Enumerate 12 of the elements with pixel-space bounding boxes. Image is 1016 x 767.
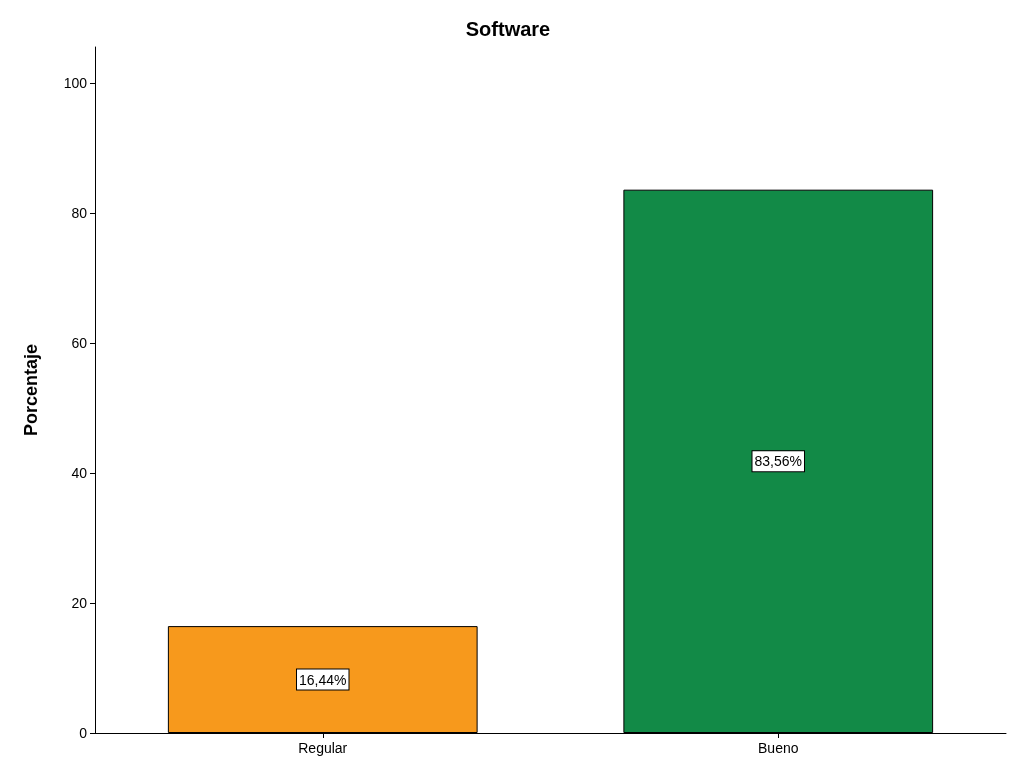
data-label: 16,44% xyxy=(299,671,347,688)
x-tick-label: Bueno xyxy=(758,740,799,756)
data-label: 83,56% xyxy=(754,453,802,470)
x-tick-label: Regular xyxy=(298,740,348,756)
y-axis-title: Porcentaje xyxy=(21,343,41,437)
y-tick-label: 0 xyxy=(79,725,88,741)
y-tick-label: 20 xyxy=(71,594,88,611)
y-tick-label: 100 xyxy=(63,74,88,91)
chart-title: Software xyxy=(465,18,551,40)
y-tick-label: 60 xyxy=(71,334,88,351)
y-tick-label: 80 xyxy=(71,204,88,221)
y-tick-label: 40 xyxy=(71,464,88,481)
